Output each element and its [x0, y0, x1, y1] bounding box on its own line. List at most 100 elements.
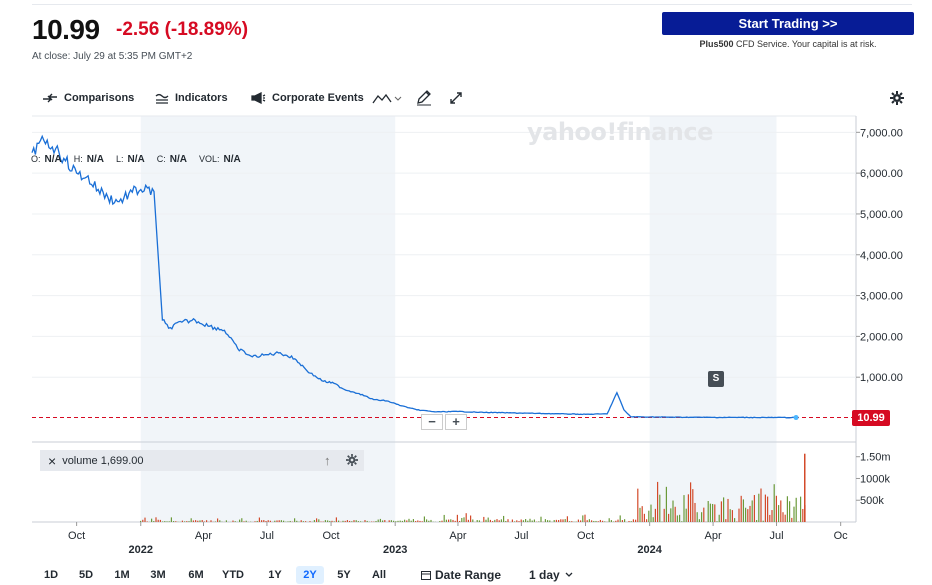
volume-bar	[181, 520, 183, 522]
volume-bar	[364, 520, 366, 522]
volume-bar	[657, 481, 659, 522]
indicators-label: Indicators	[175, 92, 228, 104]
volume-bars	[140, 453, 806, 522]
range-button-1m[interactable]: 1M	[114, 569, 130, 581]
volume-bar	[714, 504, 716, 522]
y-tick-label-5: 2,000.00	[860, 331, 903, 343]
indicators-button[interactable]: Indicators	[155, 89, 228, 107]
volume-bar	[210, 520, 212, 522]
volume-bar	[740, 495, 742, 522]
volume-bar	[287, 521, 289, 522]
volume-bar	[599, 519, 601, 522]
volume-bar	[487, 517, 489, 522]
range-button-ytd[interactable]: YTD	[222, 569, 244, 581]
volume-bar	[558, 520, 560, 522]
comparisons-label: Comparisons	[64, 92, 135, 104]
x-axis-ticks: Oct 2022 Apr Jul Oct 2023 Apr Jul Oct 2024 Apr Jul O…	[68, 522, 848, 556]
y-tick-label-2: 5,000.00	[860, 209, 903, 221]
volume-bar	[342, 520, 344, 522]
volume-bar	[646, 519, 648, 522]
corporate-events-button[interactable]: Corporate Events	[250, 89, 364, 107]
volume-bar	[525, 519, 527, 522]
chart-type-dropdown[interactable]	[372, 89, 408, 107]
interval-dropdown[interactable]: 1 day	[529, 566, 573, 584]
mountain-chart-icon	[372, 93, 402, 104]
split-event-badge[interactable]: S	[708, 371, 724, 387]
ohlc-l-value: N/A	[127, 154, 145, 165]
settings-button[interactable]	[890, 89, 910, 107]
volume-bar	[366, 520, 368, 522]
volume-bar	[195, 520, 197, 522]
range-button-3m[interactable]: 3M	[150, 569, 166, 581]
volume-bar	[566, 516, 568, 522]
volume-bar	[140, 520, 142, 522]
range-button-5y[interactable]: 5Y	[337, 569, 351, 581]
range-button-2y[interactable]: 2Y	[296, 566, 324, 584]
volume-bar	[331, 520, 333, 522]
volume-bar	[659, 494, 661, 522]
ohlc-o-label: O:	[31, 154, 41, 164]
volume-bar-last	[804, 453, 806, 522]
volume-bar	[159, 519, 161, 522]
volume-bar	[511, 519, 513, 522]
y-tick-label-6: 1,000.00	[860, 372, 903, 384]
volume-bar	[712, 503, 714, 522]
volume-bar	[685, 508, 687, 522]
ad-disclaimer-text: CFD Service. Your capital is at risk.	[733, 39, 877, 49]
volume-bar	[643, 513, 645, 522]
range-button-1d[interactable]: 1D	[43, 569, 59, 581]
volume-bar	[648, 510, 650, 522]
volume-settings-icon[interactable]	[346, 454, 358, 469]
volume-bar	[665, 486, 667, 522]
volume-bar	[780, 500, 782, 522]
expand-icon	[450, 92, 462, 104]
volume-bar	[430, 519, 432, 522]
range-button-1y[interactable]: 1Y	[268, 569, 282, 581]
volume-bar	[520, 519, 522, 522]
volume-bar	[707, 501, 709, 522]
volume-bar	[274, 520, 276, 522]
volume-bar	[390, 520, 392, 522]
volume-bar	[188, 521, 190, 522]
volume-bar	[219, 520, 221, 522]
volume-bar	[335, 517, 337, 522]
volume-bar	[749, 505, 751, 522]
draw-button[interactable]	[415, 89, 439, 107]
volume-bar	[197, 520, 199, 522]
zoom-in-button[interactable]: +	[445, 414, 467, 430]
range-button-5d[interactable]: 5D	[78, 569, 94, 581]
volume-bar	[327, 520, 329, 522]
volume-bar	[670, 508, 672, 522]
x-tick-label-8: Oct	[577, 530, 594, 542]
volume-bar	[263, 520, 265, 522]
volume-bar	[701, 512, 703, 522]
start-trading-button[interactable]: Start Trading >>	[662, 12, 914, 35]
volume-bar	[760, 488, 762, 522]
volume-bar	[650, 504, 652, 522]
volume-bar	[324, 520, 326, 522]
zoom-out-button[interactable]: −	[421, 414, 443, 430]
x-tick-label-5: 2023	[383, 544, 407, 556]
volume-bar	[615, 520, 617, 522]
volume-bar	[467, 519, 469, 522]
volume-bar	[349, 520, 351, 522]
date-range-button[interactable]: Date Range	[421, 566, 501, 584]
move-up-icon[interactable]: ↑	[324, 453, 331, 468]
volume-label: volume 1,699.00	[62, 454, 144, 467]
volume-bar	[736, 521, 738, 522]
volume-bar	[731, 510, 733, 522]
volume-bar	[450, 519, 452, 522]
volume-bar	[452, 519, 454, 522]
interval-label: 1 day	[529, 568, 560, 582]
volume-bar	[417, 520, 419, 522]
volume-bar	[346, 520, 348, 522]
range-button-all[interactable]: All	[371, 569, 387, 581]
fullscreen-button[interactable]	[449, 89, 469, 107]
x-tick-label-12: Oc	[834, 530, 849, 542]
remove-volume-icon[interactable]: ×	[48, 452, 57, 469]
pencil-icon	[417, 90, 431, 106]
volume-bar	[789, 501, 791, 522]
range-button-6m[interactable]: 6M	[188, 569, 204, 581]
comparisons-button[interactable]: Comparisons	[42, 89, 134, 107]
